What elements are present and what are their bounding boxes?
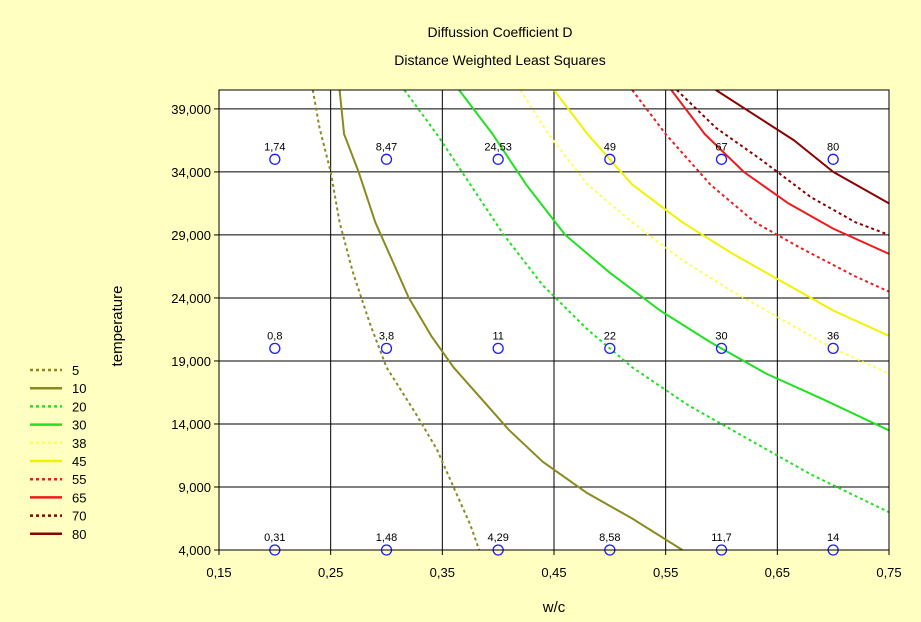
- legend: 5 10 20 30 38 45 55 65 70 80: [30, 363, 86, 542]
- x-axis-label: w/c: [542, 599, 566, 616]
- legend-label-65: 65: [72, 490, 86, 505]
- plot-area: 1,74 8,47 24,53 49 67 80 0,8 3,8 11 22 30 36 0,31 1,4…: [171, 89, 902, 580]
- x-tick-label: 0,45: [541, 565, 566, 580]
- contour-line-20: [403, 90, 889, 514]
- data-point-label: 4,29: [487, 532, 508, 544]
- data-point: [827, 153, 839, 165]
- data-point-label: 8,58: [599, 532, 620, 544]
- data-point-label: 0,31: [264, 532, 285, 544]
- contour-line-5: [311, 90, 481, 550]
- data-point: [827, 342, 839, 355]
- contour-line-30: [458, 90, 889, 432]
- data-point: [269, 342, 281, 355]
- y-tick-label: 39,000: [171, 102, 211, 117]
- legend-label-70: 70: [72, 509, 86, 524]
- data-point-label: 11,7: [711, 532, 732, 544]
- y-tick-label: 14,000: [171, 417, 211, 432]
- legend-label-20: 20: [72, 399, 86, 414]
- data-point-label: 49: [604, 141, 616, 153]
- data-point: [604, 153, 616, 165]
- data-point-label: 30: [715, 330, 727, 342]
- legend-label-38: 38: [72, 436, 86, 451]
- x-tick-label: 0,65: [765, 565, 790, 580]
- data-point: [715, 342, 728, 355]
- contour-line-10: [338, 90, 683, 550]
- contour-line-65: [670, 90, 889, 255]
- data-point: [604, 342, 616, 355]
- contour-line-45: [553, 90, 889, 337]
- legend-label-45: 45: [72, 454, 86, 469]
- data-point-label: 1,74: [264, 141, 285, 153]
- legend-label-80: 80: [72, 527, 86, 542]
- data-point-label: 24,53: [484, 141, 512, 153]
- contour-line-38: [519, 90, 889, 375]
- legend-label-55: 55: [72, 472, 86, 487]
- contour-lines: [311, 90, 889, 550]
- data-point-label: 11: [492, 330, 503, 342]
- data-point: [380, 153, 393, 165]
- contour-line-55: [631, 90, 889, 293]
- y-tick-label: 34,000: [171, 165, 211, 180]
- contour-line-80: [715, 90, 889, 205]
- y-tick-label: 4,000: [178, 543, 211, 558]
- data-point-label: 8,47: [376, 141, 397, 153]
- x-tick-label: 0,25: [318, 565, 343, 580]
- data-point-label: 0,8: [267, 330, 282, 342]
- x-tick-label: 0,55: [653, 565, 678, 580]
- data-point-label: 1,48: [376, 532, 397, 544]
- y-tick-label: 19,000: [171, 354, 211, 369]
- y-tick-label: 24,000: [171, 291, 211, 306]
- chart-subtitle: Distance Weighted Least Squares: [394, 52, 605, 68]
- data-point-label: 80: [827, 141, 839, 153]
- data-point-label: 3,8: [379, 330, 394, 342]
- x-tick-label: 0,15: [206, 565, 231, 580]
- legend-label-30: 30: [72, 418, 86, 433]
- data-point: [715, 153, 728, 165]
- data-point-label: 67: [715, 141, 727, 153]
- data-point-label: 14: [827, 532, 839, 544]
- y-axis-label: temperature: [109, 286, 126, 367]
- x-tick-label: 0,75: [876, 565, 901, 580]
- x-tick-label: 0,35: [430, 565, 455, 580]
- y-tick-label: 9,000: [178, 480, 211, 495]
- legend-label-5: 5: [72, 363, 79, 378]
- data-point-label: 36: [827, 330, 839, 342]
- contour-line-70: [676, 90, 889, 236]
- legend-label-10: 10: [72, 381, 86, 396]
- data-point: [269, 153, 281, 165]
- chart-title: Diffussion Coefficient D: [428, 24, 573, 40]
- data-point: [380, 342, 393, 355]
- data-point: [492, 342, 504, 355]
- data-point: [492, 153, 504, 165]
- y-tick-label: 29,000: [171, 228, 211, 243]
- data-point-label: 22: [604, 330, 616, 342]
